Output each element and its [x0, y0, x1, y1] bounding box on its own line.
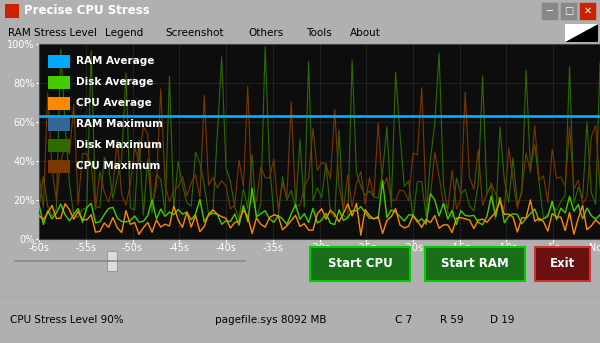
Text: Legend: Legend	[105, 28, 143, 38]
Polygon shape	[565, 24, 598, 42]
Text: C 7: C 7	[395, 315, 412, 325]
Text: Start CPU: Start CPU	[328, 258, 392, 271]
Text: Exit: Exit	[550, 258, 575, 271]
Bar	[541, 2, 558, 20]
FancyBboxPatch shape	[535, 247, 590, 281]
Text: Precise CPU Stress: Precise CPU Stress	[24, 4, 150, 17]
Bar	[48, 139, 70, 152]
Text: CPU Average: CPU Average	[76, 98, 151, 108]
Text: pagefile.sys 8092 MB: pagefile.sys 8092 MB	[215, 315, 326, 325]
Bar	[48, 55, 70, 69]
Text: Screenshot: Screenshot	[165, 28, 223, 38]
Text: RAM Maximum: RAM Maximum	[76, 119, 163, 129]
Text: RAM Average: RAM Average	[76, 56, 154, 66]
Text: ✕: ✕	[583, 6, 592, 16]
FancyBboxPatch shape	[310, 247, 410, 281]
Text: Disk Maximum: Disk Maximum	[76, 140, 161, 150]
Text: About: About	[350, 28, 381, 38]
Bar	[5, 4, 19, 18]
Text: Disk Average: Disk Average	[76, 77, 153, 87]
Bar	[48, 76, 70, 90]
Bar	[48, 118, 70, 131]
Bar	[560, 2, 577, 20]
Text: CPU Maximum: CPU Maximum	[76, 161, 160, 171]
Text: RAM Stress Level: RAM Stress Level	[8, 28, 97, 38]
Text: ─: ─	[547, 6, 553, 16]
Text: D 19: D 19	[490, 315, 515, 325]
Text: CPU Stress Level 90%: CPU Stress Level 90%	[10, 315, 124, 325]
Bar	[579, 2, 596, 20]
Polygon shape	[565, 24, 598, 42]
Text: Others: Others	[248, 28, 283, 38]
Bar	[48, 97, 70, 110]
Text: □: □	[564, 6, 573, 16]
Bar	[48, 160, 70, 173]
Text: Tools: Tools	[306, 28, 332, 38]
Bar	[107, 251, 116, 271]
Text: Start RAM: Start RAM	[441, 258, 509, 271]
FancyBboxPatch shape	[425, 247, 525, 281]
Text: R 59: R 59	[440, 315, 464, 325]
